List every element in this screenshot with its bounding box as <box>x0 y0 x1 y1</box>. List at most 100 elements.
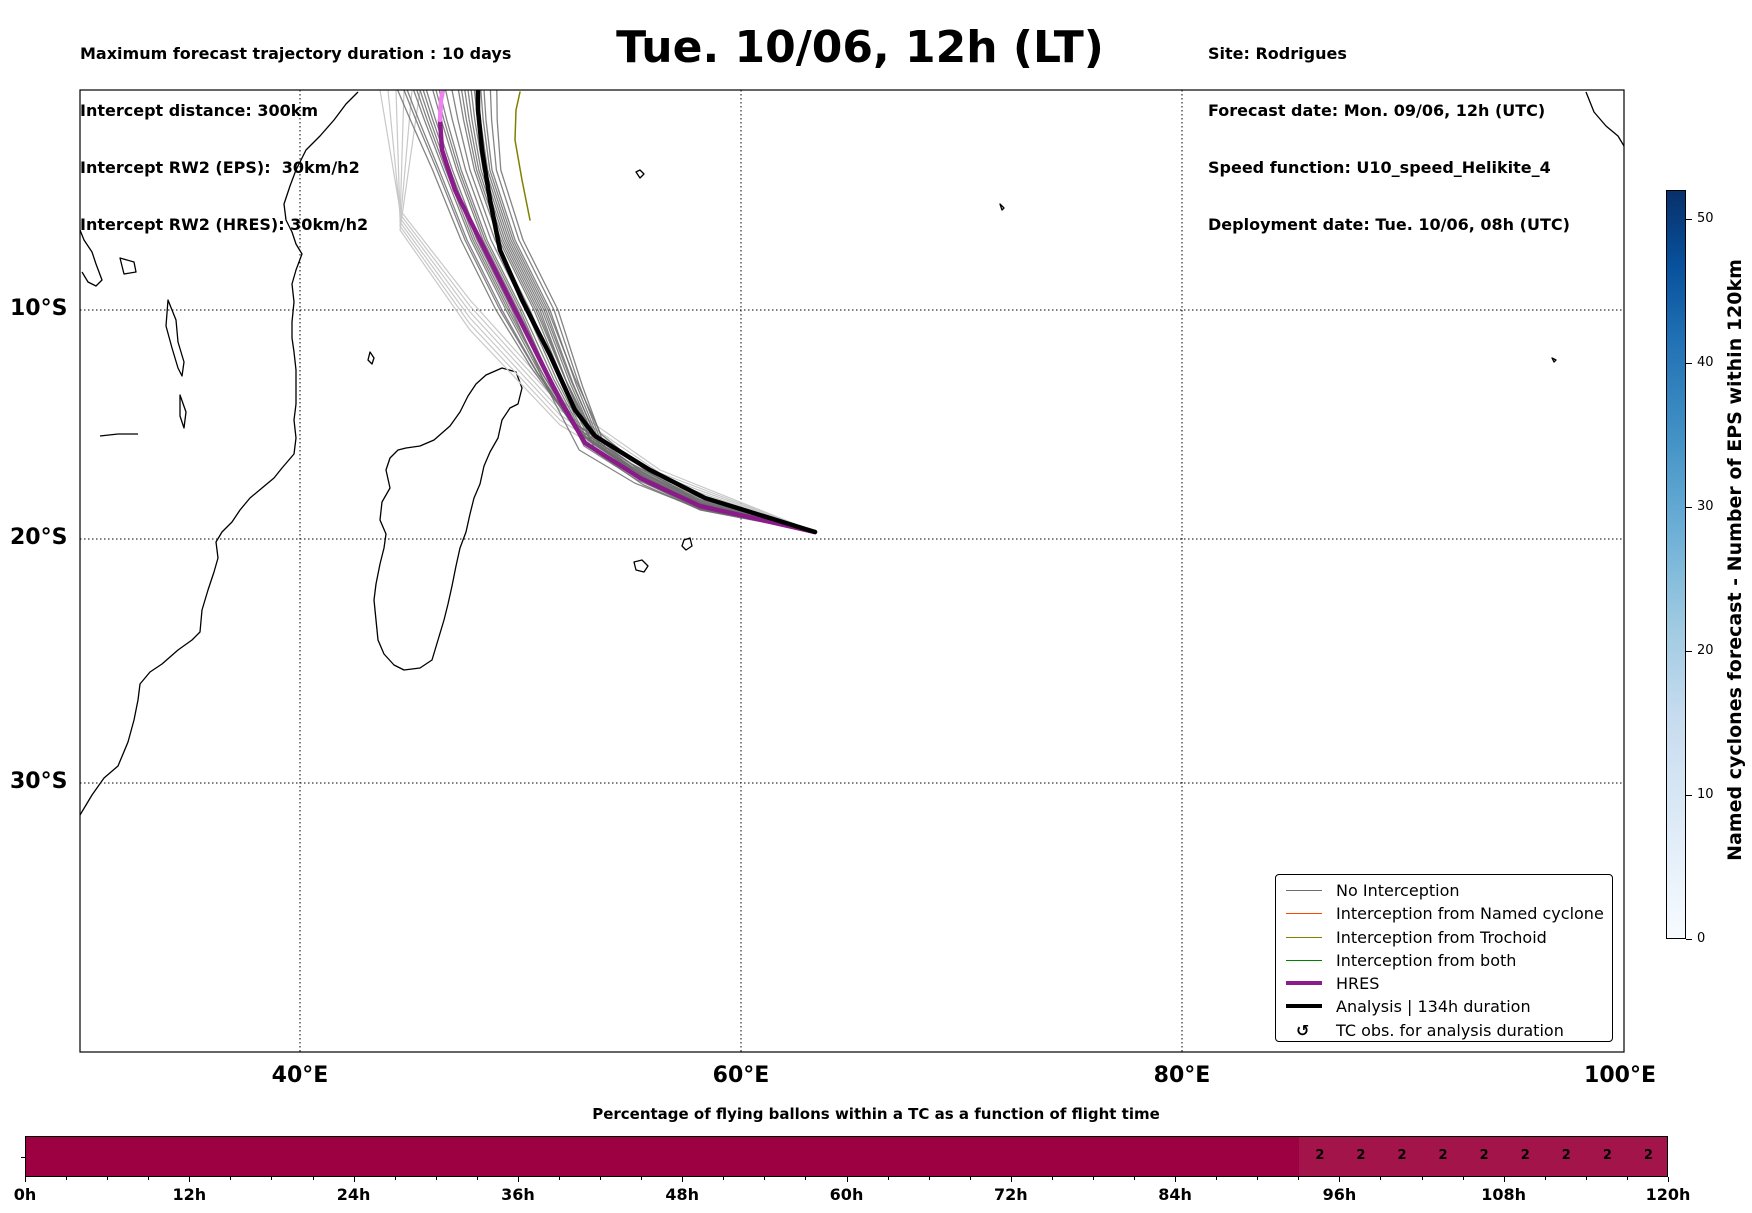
colorbar-tick <box>1686 650 1692 652</box>
timeline-label: 36h <box>501 1185 535 1204</box>
timeline-label: 12h <box>172 1185 207 1204</box>
lon-label-80e: 80°E <box>1153 1063 1211 1088</box>
timeline-minor-tick <box>1298 1177 1300 1180</box>
timeline-percentage-value: 2 <box>1438 1148 1448 1163</box>
ensemble-track <box>480 90 816 533</box>
legend-swatch-both <box>1286 959 1322 961</box>
timeline-tick <box>25 1177 26 1182</box>
timeline-percentage-value: 2 <box>1356 1148 1366 1163</box>
timeline-minor-tick <box>1462 1177 1464 1180</box>
timeline-minor-tick <box>1051 1177 1053 1180</box>
site-line: Speed function: U10_speed_Helikite_4 <box>1208 158 1551 177</box>
lon-label-100e: 100°E <box>1584 1063 1656 1088</box>
colorbar-tick-label: 0 <box>1697 931 1706 946</box>
legend-item: Interception from Named cyclone <box>1284 902 1604 925</box>
timeline-minor-tick <box>66 1177 68 1180</box>
timeline-bar: 2 2 2 2 2 2 2 2 2 <box>25 1136 1668 1177</box>
timeline-percentage-value: 2 <box>1397 1148 1407 1163</box>
timeline-minor-tick <box>969 1177 971 1180</box>
timeline-minor-tick <box>1134 1177 1136 1180</box>
timeline-minor-tick <box>148 1177 150 1180</box>
timeline-label: 0h <box>13 1185 37 1204</box>
timeline-y-tick <box>21 1157 25 1158</box>
timeline-tick <box>682 1177 684 1182</box>
ensemble-track <box>467 90 816 533</box>
africa-coastline <box>80 91 359 816</box>
timeline-percentage-value: 2 <box>1602 1148 1612 1163</box>
legend-item: ↺ TC obs. for analysis duration <box>1296 1020 1564 1040</box>
site-line: Deployment date: Tue. 10/06, 08h (UTC) <box>1208 215 1570 234</box>
lake-victoria <box>119 257 137 275</box>
timeline-minor-tick <box>600 1177 602 1180</box>
timeline-title: Percentage of flying ballons within a TC… <box>592 1105 1160 1123</box>
timeline-minor-tick <box>1421 1177 1423 1180</box>
lat-label-20s: 20°S <box>10 525 68 550</box>
colorbar-tick <box>1686 362 1692 364</box>
ensemble-track-light <box>395 90 816 533</box>
timeline-minor-tick <box>764 1177 766 1180</box>
ensemble-track-light <box>379 90 816 533</box>
hres-track <box>437 117 818 535</box>
colorbar-tick-label: 40 <box>1697 354 1714 370</box>
site-line: Forecast date: Mon. 09/06, 12h (UTC) <box>1208 101 1546 120</box>
timeline-highlight-segment <box>1299 1137 1667 1176</box>
timeline-tick <box>1339 1177 1341 1182</box>
legend-swatch-no-interception <box>1286 890 1322 891</box>
timeline-minor-tick <box>1380 1177 1382 1180</box>
legend-item: Interception from both <box>1284 949 1604 972</box>
colorbar-tick-label: 10 <box>1697 786 1714 802</box>
param-line: Intercept distance: 300km <box>80 101 319 120</box>
timeline-percentage-value: 2 <box>1561 1148 1571 1163</box>
lat-label-30s: 30°S <box>10 769 68 794</box>
analysis-track <box>475 90 818 535</box>
seychelles-island <box>635 169 645 179</box>
map-frame <box>79 89 1625 1053</box>
timeline-label: 60h <box>829 1185 864 1204</box>
timeline-minor-tick <box>1257 1177 1259 1180</box>
legend-swatch-named-cyclone <box>1286 913 1322 915</box>
lake-malawi <box>179 394 187 429</box>
timeline-minor-tick <box>230 1177 232 1180</box>
timeline-minor-tick <box>435 1177 437 1180</box>
timeline-minor-tick <box>107 1177 109 1180</box>
mauritius-island <box>681 537 693 551</box>
rodrigues-island <box>1551 357 1557 363</box>
ensemble-track <box>403 90 816 533</box>
timeline-minor-tick <box>1544 1177 1546 1180</box>
timeline-minor-tick <box>928 1177 930 1180</box>
cyclone-marker-icon: ↺ <box>1296 1020 1310 1040</box>
site-line: Site: Rodrigues <box>1208 44 1347 63</box>
legend-item: Interception from Trochoid <box>1284 926 1604 949</box>
comoros-island <box>367 351 375 365</box>
timeline-tick <box>189 1177 191 1182</box>
timeline-minor-tick <box>271 1177 273 1180</box>
timeline-label: 72h <box>993 1185 1028 1204</box>
ensemble-track-light <box>387 90 816 533</box>
param-line: Maximum forecast trajectory duration : 1… <box>80 44 512 63</box>
param-line: Intercept RW2 (EPS): 30km/h2 <box>80 158 360 177</box>
legend-swatch-hres <box>1286 981 1322 986</box>
trochoid-track <box>514 91 531 221</box>
colorbar-tick-label: 20 <box>1697 642 1714 658</box>
forecast-parameters: Maximum forecast trajectory duration : 1… <box>80 6 511 253</box>
timeline-percentage-value: 2 <box>1520 1148 1530 1163</box>
timeline-minor-tick <box>394 1177 396 1180</box>
timeline-percentage-value: 2 <box>1315 1148 1325 1163</box>
lon-label-60e: 60°E <box>712 1063 770 1088</box>
timeline-minor-tick <box>1585 1177 1587 1180</box>
param-line: Intercept RW2 (HRES): 30km/h2 <box>80 215 369 234</box>
legend-item: Analysis | 134h duration <box>1284 995 1604 1018</box>
timeline-label: 108h <box>1481 1185 1527 1204</box>
madagascar-coastline <box>373 367 523 671</box>
legend-swatch-trochoid <box>1286 936 1322 938</box>
ensemble-track <box>412 90 816 533</box>
site-info: Site: Rodrigues Forecast date: Mon. 09/0… <box>1208 6 1570 253</box>
colorbar-tick <box>1686 218 1692 220</box>
timeline-label: 48h <box>665 1185 700 1204</box>
timeline-minor-tick <box>476 1177 478 1180</box>
timeline-minor-tick <box>1626 1177 1628 1180</box>
lake-tanganyika <box>165 299 185 377</box>
timeline-label: 96h <box>1322 1185 1357 1204</box>
chagos-island <box>999 203 1005 211</box>
